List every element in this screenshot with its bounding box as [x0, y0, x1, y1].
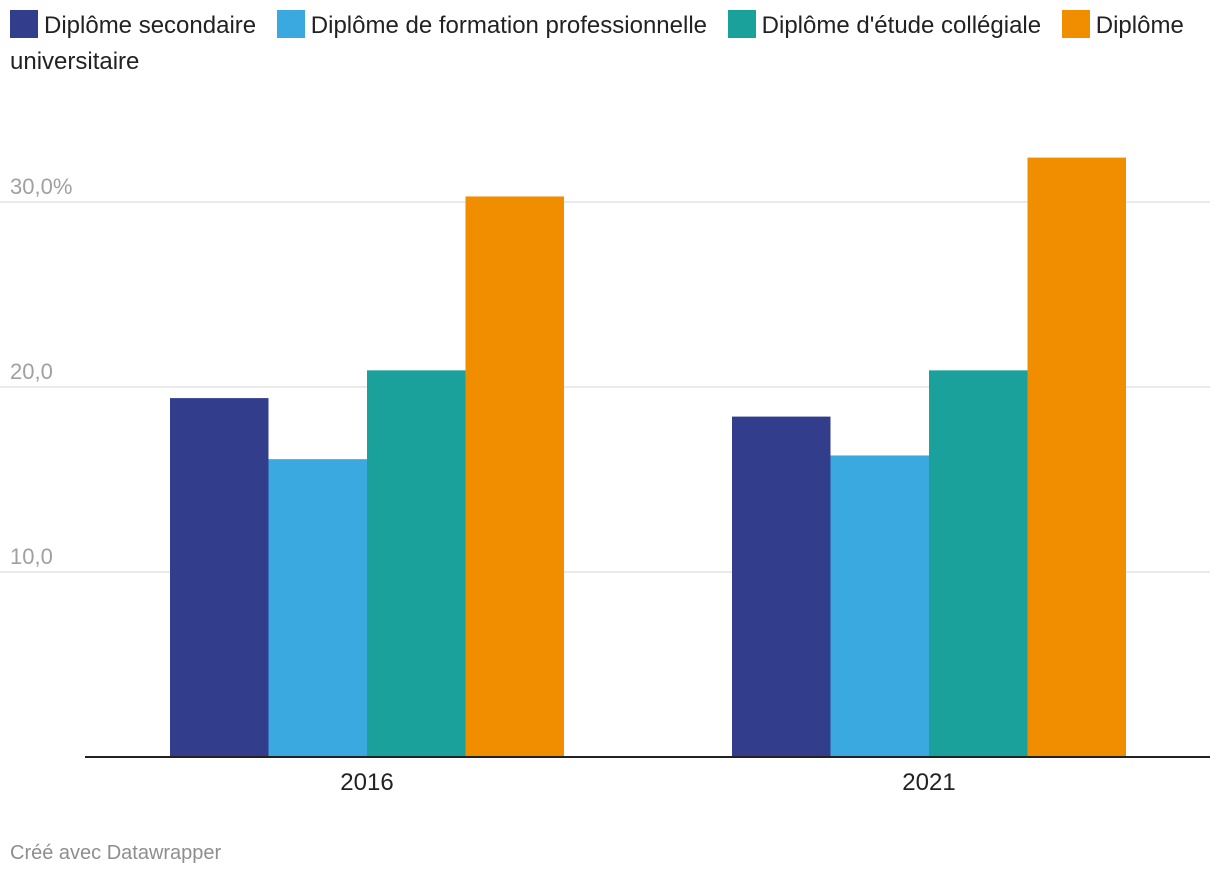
legend-label-professionnelle: Diplôme de formation professionnelle: [310, 12, 707, 39]
legend-item-secondaire: Diplôme secondaire: [10, 10, 257, 39]
bar-2016-series-0: [170, 398, 269, 757]
x-tick-label-2016: 2016: [340, 769, 393, 796]
y-tick-label-2: 30,0%: [10, 174, 72, 199]
x-tick-label-2021: 2021: [902, 769, 955, 796]
bar-2016-series-1: [268, 459, 367, 757]
legend-label-secondaire: Diplôme secondaire: [44, 12, 257, 39]
legend-item-universitaire: Diplôme universitaire: [10, 10, 1184, 75]
legend-item-collegiale: Diplôme d'étude collégiale: [727, 10, 1042, 39]
legend-item-professionnelle: Diplôme de formation professionnelle: [276, 10, 707, 39]
legend-label-collegiale: Diplôme d'étude collégiale: [761, 12, 1042, 39]
bar-2016-series-2: [367, 370, 466, 757]
bar-2021-series-2: [929, 370, 1028, 757]
legend-swatch-secondaire: [10, 10, 38, 38]
legend-swatch-universitaire: [1061, 10, 1090, 38]
legend: Diplôme secondaire Diplôme de formation …: [10, 8, 1210, 80]
y-tick-label-1: 20,0: [10, 359, 53, 384]
legend-swatch-collegiale: [727, 10, 756, 38]
legend-swatch-professionnelle: [276, 10, 305, 38]
legend-label-universitaire: Diplôme universitaire: [10, 12, 1184, 75]
bar-2021-series-0: [732, 416, 831, 757]
footer-credit: Créé avec Datawrapper: [10, 842, 222, 864]
y-tick-label-0: 10,0: [10, 544, 53, 569]
bar-2021-series-1: [830, 455, 929, 757]
bar-2016-series-3: [465, 196, 564, 757]
bar-2021-series-3: [1027, 157, 1126, 758]
